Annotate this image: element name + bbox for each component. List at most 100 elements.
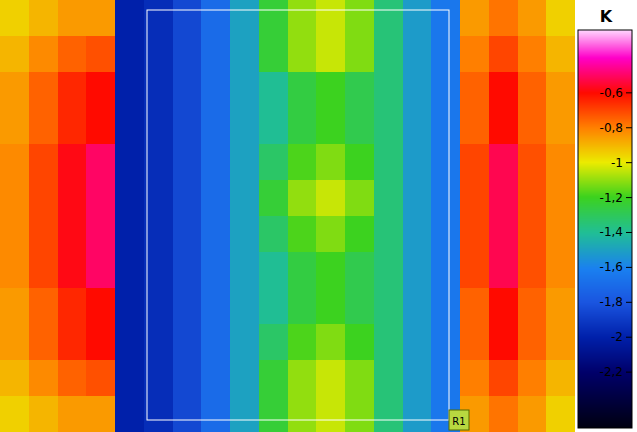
- colorbar-strip: [578, 138, 632, 139]
- colorbar-strip: [578, 253, 632, 254]
- heat-cell: [431, 144, 460, 181]
- colorbar-tick-label: -1,4: [600, 225, 623, 239]
- heat-cell: [29, 396, 58, 432]
- colorbar-strip: [578, 32, 632, 33]
- colorbar-title: K: [600, 7, 613, 26]
- colorbar-strip: [578, 293, 632, 294]
- heat-cell: [518, 72, 547, 109]
- colorbar-strip: [578, 183, 632, 184]
- colorbar-strip: [578, 208, 632, 209]
- colorbar-strip: [578, 214, 632, 215]
- heat-cell: [431, 108, 460, 145]
- colorbar-strip: [578, 240, 632, 241]
- heat-cell: [201, 252, 230, 289]
- colorbar-strip: [578, 316, 632, 317]
- colorbar-tick-label: -1,6: [600, 260, 623, 274]
- heat-cell: [0, 288, 29, 325]
- colorbar-strip: [578, 78, 632, 79]
- heat-cell: [58, 108, 87, 145]
- colorbar-strip: [578, 286, 632, 287]
- colorbar-strip: [578, 142, 632, 143]
- colorbar-tick-label: -2,2: [600, 365, 623, 379]
- heat-cell: [288, 216, 317, 253]
- colorbar-strip: [578, 43, 632, 44]
- heat-cell: [58, 288, 87, 325]
- heat-cell: [288, 324, 317, 361]
- heat-cell: [345, 180, 374, 217]
- colorbar-tick-label: -2: [611, 330, 623, 344]
- colorbar-strip: [578, 54, 632, 55]
- colorbar-tick-label: -0,8: [600, 121, 623, 135]
- colorbar-strip: [578, 385, 632, 386]
- heat-cell: [316, 360, 345, 397]
- colorbar-strip: [578, 145, 632, 146]
- colorbar-tick-label: -0,6: [600, 86, 623, 100]
- heat-cell: [115, 252, 144, 289]
- heat-cell: [403, 72, 432, 109]
- colorbar-strip: [578, 292, 632, 293]
- heat-cell: [288, 144, 317, 181]
- colorbar-strip: [578, 335, 632, 336]
- heat-cell: [460, 180, 489, 217]
- heat-cell: [546, 288, 575, 325]
- colorbar-strip: [578, 153, 632, 154]
- heat-cell: [0, 180, 29, 217]
- heat-cell: [86, 324, 115, 361]
- heat-cell: [0, 324, 29, 361]
- colorbar-strip: [578, 242, 632, 243]
- colorbar-strip: [578, 390, 632, 391]
- colorbar-strip: [578, 408, 632, 409]
- heat-cell: [0, 216, 29, 253]
- colorbar-strip: [578, 407, 632, 408]
- colorbar-strip: [578, 287, 632, 288]
- heat-cell: [288, 36, 317, 73]
- heat-cell: [144, 252, 173, 289]
- colorbar-strip: [578, 327, 632, 328]
- heat-cell: [489, 108, 518, 145]
- heat-cell: [374, 144, 403, 181]
- heat-cell: [460, 360, 489, 397]
- colorbar-strip: [578, 212, 632, 213]
- colorbar-strip: [578, 80, 632, 81]
- colorbar-strip: [578, 380, 632, 381]
- colorbar-strip: [578, 213, 632, 214]
- colorbar-tick: [626, 372, 632, 373]
- colorbar-strip: [578, 70, 632, 71]
- heat-cell: [431, 72, 460, 109]
- heat-cell: [546, 0, 575, 37]
- heat-cell: [144, 396, 173, 432]
- colorbar-strip: [578, 114, 632, 115]
- heat-cell: [316, 36, 345, 73]
- heat-cell: [230, 288, 259, 325]
- colorbar-strip: [578, 143, 632, 144]
- colorbar-strip: [578, 398, 632, 399]
- heat-cell: [173, 108, 202, 145]
- colorbar-strip: [578, 389, 632, 390]
- heat-cell: [460, 36, 489, 73]
- heat-cell: [230, 72, 259, 109]
- colorbar-strip: [578, 161, 632, 162]
- colorbar-strip: [578, 322, 632, 323]
- heat-cell: [345, 252, 374, 289]
- colorbar-strip: [578, 152, 632, 153]
- colorbar-strip: [578, 346, 632, 347]
- heat-cell: [115, 108, 144, 145]
- colorbar-strip: [578, 315, 632, 316]
- heat-cell: [86, 0, 115, 37]
- colorbar-strip: [578, 419, 632, 420]
- colorbar-strip: [578, 66, 632, 67]
- heat-cell: [259, 0, 288, 37]
- colorbar-strip: [578, 349, 632, 350]
- heat-cell: [173, 36, 202, 73]
- heat-cell: [86, 36, 115, 73]
- heat-cell: [230, 108, 259, 145]
- heat-cell: [115, 324, 144, 361]
- colorbar-panel: [575, 0, 637, 432]
- heat-cell: [431, 180, 460, 217]
- colorbar-strip: [578, 353, 632, 354]
- colorbar-strip: [578, 417, 632, 418]
- heat-cell: [115, 144, 144, 181]
- colorbar-strip: [578, 162, 632, 163]
- colorbar-strip: [578, 321, 632, 322]
- colorbar-strip: [578, 137, 632, 138]
